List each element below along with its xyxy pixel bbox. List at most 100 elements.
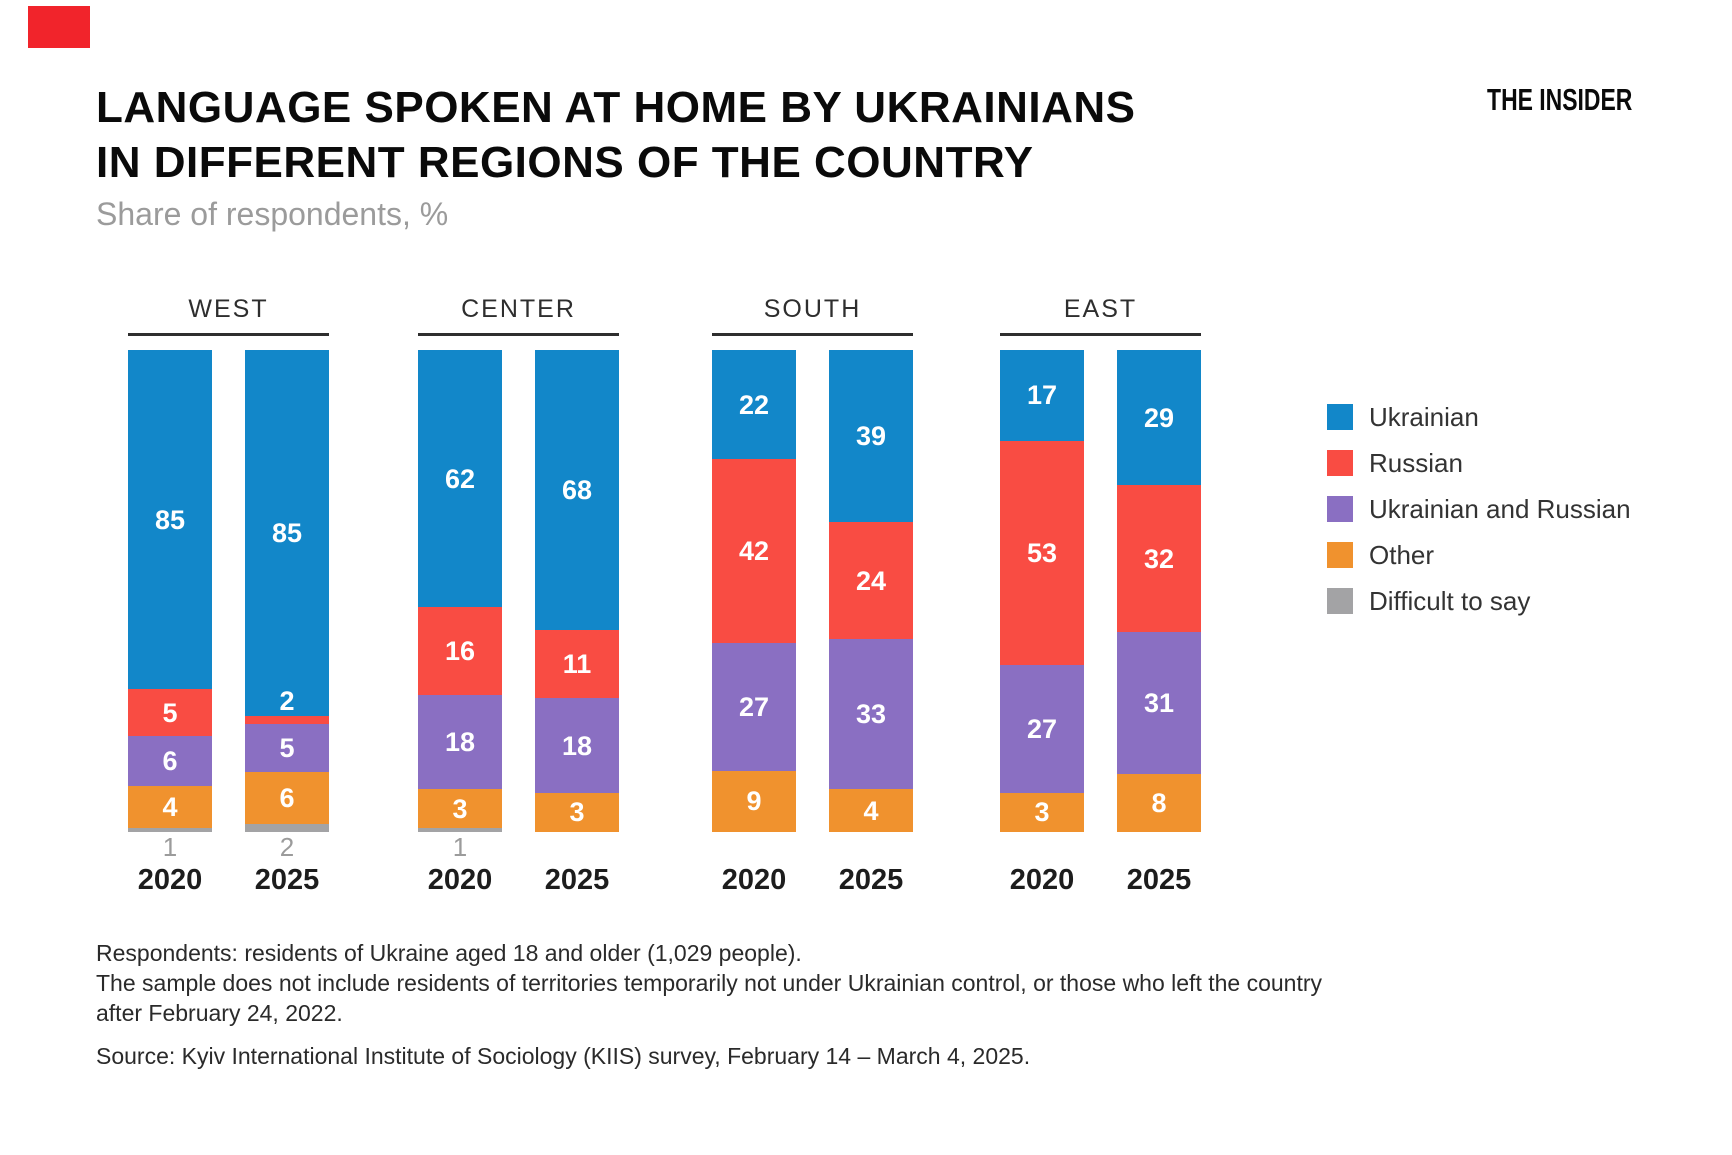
stacked-bar-south-2020: 22 42 27 9 2020 <box>712 350 796 896</box>
segment-value-label: 39 <box>855 421 887 452</box>
bar-segment-russian: 11 <box>535 629 619 699</box>
stacked-bar-center-2020: 62 16 18 3 1 2020 <box>418 350 502 896</box>
bar-segment-other: 4 <box>829 789 913 832</box>
region-label-south: SOUTH <box>712 296 913 336</box>
chart-title: LANGUAGE SPOKEN AT HOME BY UKRAINIANS IN… <box>96 80 1136 190</box>
brand-red-square <box>28 6 90 48</box>
legend-swatch-ukrainian-and-russian <box>1327 496 1353 522</box>
chart-footnotes: Respondents: residents of Ukraine aged 1… <box>96 938 1322 1071</box>
bars-row: 85 5 6 4 1 2020 85 2 5 6 2 2025 <box>128 350 329 896</box>
chart-subtitle: Share of respondents, % <box>96 196 449 232</box>
stacked-bar-west-2025: 85 2 5 6 2 2025 <box>245 350 329 896</box>
segment-value-label: 18 <box>444 726 476 757</box>
bar-segment-ukrainian-and-russian: 27 <box>712 642 796 771</box>
year-axis-label: 2020 <box>721 864 787 896</box>
legend-label-other: Other <box>1369 539 1435 570</box>
bar-segment-russian: 2 <box>245 687 329 725</box>
bar-segment-other: 9 <box>712 770 796 833</box>
bar-segment-other: 3 <box>418 789 502 829</box>
segment-value-label: 4 <box>863 795 879 826</box>
bar-segment-ukrainian-and-russian: 5 <box>245 724 329 773</box>
segment-value-label: 85 <box>271 518 303 549</box>
legend-row-ukrainian: Ukrainian <box>1327 401 1479 433</box>
segment-value-label: 31 <box>1143 688 1175 719</box>
bar-segment-ukrainian-and-russian: 18 <box>535 698 619 793</box>
bar-segment-other: 4 <box>128 785 212 829</box>
legend-row-difficult-to-say: Difficult to say <box>1327 585 1530 617</box>
year-axis-label: 2025 <box>254 864 320 896</box>
segment-value-label: 3 <box>569 797 585 828</box>
footnote-line: Respondents: residents of Ukraine aged 1… <box>96 940 802 966</box>
region-label-east: EAST <box>1000 296 1201 336</box>
segment-value-label: 2 <box>279 686 295 717</box>
year-axis-label: 2020 <box>137 864 203 896</box>
brand-logo-text: THE INSIDER <box>1486 82 1632 117</box>
region-label-center: CENTER <box>418 296 619 336</box>
bar-segment-ukrainian: 22 <box>712 350 796 460</box>
segment-value-label: 4 <box>162 792 178 823</box>
legend-label-russian: Russian <box>1369 447 1463 478</box>
bar-segment-ukrainian-and-russian: 6 <box>128 735 212 786</box>
segment-value-label: 29 <box>1143 402 1175 433</box>
segment-value-label: 17 <box>1026 380 1058 411</box>
bar-segment-other: 6 <box>245 772 329 825</box>
segment-value-label: 85 <box>154 504 186 535</box>
segment-value-label: 11 <box>562 648 592 679</box>
segment-value-label: 5 <box>279 733 295 764</box>
legend-swatch-difficult-to-say <box>1327 588 1353 614</box>
bars-row: 22 42 27 9 2020 39 24 33 4 2025 <box>712 350 913 896</box>
segment-value-label-below: 2 <box>279 832 295 862</box>
bar-segment-difficult-to-say <box>418 828 502 832</box>
segment-value-label: 16 <box>444 636 476 666</box>
bar-segment-ukrainian: 39 <box>829 350 913 523</box>
segment-value-label: 32 <box>1143 543 1175 574</box>
bar-segment-other: 3 <box>1000 792 1084 832</box>
year-axis-label: 2025 <box>544 864 610 896</box>
bar-segment-ukrainian: 29 <box>1117 350 1201 486</box>
segment-value-label: 6 <box>162 745 178 776</box>
segment-value-label: 68 <box>561 474 593 505</box>
year-axis-label: 2020 <box>1009 864 1075 896</box>
legend-row-russian: Russian <box>1327 447 1463 479</box>
legend-swatch-russian <box>1327 450 1353 476</box>
bar-segment-ukrainian-and-russian: 27 <box>1000 665 1084 793</box>
segment-value-label: 33 <box>855 699 887 730</box>
stacked-bar-west-2020: 85 5 6 4 1 2020 <box>128 350 212 896</box>
bar-segment-russian: 16 <box>418 607 502 695</box>
segment-value-label: 3 <box>1034 797 1050 828</box>
stacked-bar-east-2020: 17 53 27 3 2020 <box>1000 350 1084 896</box>
legend-swatch-ukrainian <box>1327 404 1353 430</box>
footnote-line: The sample does not include residents of… <box>96 970 1323 996</box>
year-axis-label: 2025 <box>1126 864 1192 896</box>
bar-segment-ukrainian: 62 <box>418 350 502 608</box>
bar-segment-other: 3 <box>535 792 619 832</box>
bar-segment-russian: 42 <box>712 459 796 643</box>
bar-segment-ukrainian: 85 <box>128 350 212 690</box>
segment-value-label: 8 <box>1151 788 1167 819</box>
source-text: Source: Kyiv International Institute of … <box>96 1043 1031 1069</box>
bars-row: 62 16 18 3 1 2020 68 11 18 3 2025 <box>418 350 619 896</box>
footnote-line: after February 24, 2022. <box>96 1000 343 1026</box>
segment-value-label: 62 <box>444 463 476 494</box>
chart-group-east: EAST 17 53 27 3 2020 29 32 31 8 2025 <box>1000 296 1201 896</box>
legend-label-ukrainian-and-russian: Ukrainian and Russian <box>1369 493 1631 524</box>
chart-group-center: CENTER 62 16 18 3 1 2020 68 11 18 3 2025 <box>418 296 619 896</box>
segment-value-label: 22 <box>738 389 770 420</box>
segment-value-label: 5 <box>162 697 178 728</box>
bar-segment-ukrainian-and-russian: 18 <box>418 694 502 790</box>
bar-segment-ukrainian-and-russian: 33 <box>829 639 913 790</box>
region-label-west: WEST <box>128 296 329 336</box>
legend-swatch-other <box>1327 542 1353 568</box>
stacked-bar-south-2025: 39 24 33 4 2025 <box>829 350 913 896</box>
chart-group-west: WEST 85 5 6 4 1 2020 85 2 5 6 2 2025 <box>128 296 329 896</box>
chart-group-south: SOUTH 22 42 27 9 2020 39 24 33 4 2025 <box>712 296 913 896</box>
segment-value-label: 3 <box>452 793 468 824</box>
segment-value-label: 27 <box>1026 713 1058 744</box>
year-axis-label: 2020 <box>427 864 493 896</box>
bar-segment-russian: 5 <box>128 689 212 736</box>
bar-segment-ukrainian: 17 <box>1000 350 1084 441</box>
bar-segment-ukrainian-and-russian: 31 <box>1117 631 1201 775</box>
bar-segment-difficult-to-say <box>128 828 212 832</box>
bars-row: 17 53 27 3 2020 29 32 31 8 2025 <box>1000 350 1201 896</box>
bar-segment-russian: 53 <box>1000 440 1084 665</box>
